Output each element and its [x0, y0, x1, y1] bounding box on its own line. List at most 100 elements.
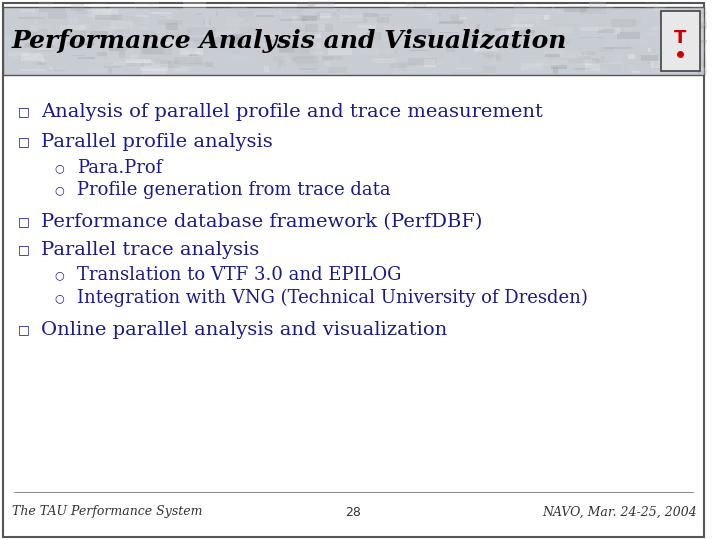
Bar	[188, 45, 199, 51]
Bar	[603, 26, 614, 32]
Bar	[392, 59, 400, 61]
Bar	[376, 28, 391, 31]
Bar	[513, 4, 523, 9]
Bar	[60, 25, 86, 31]
Text: The TAU Performance System: The TAU Performance System	[12, 505, 202, 518]
Bar	[320, 14, 331, 18]
Bar	[174, 12, 193, 18]
Bar	[431, 16, 455, 22]
Bar	[210, 43, 223, 50]
Bar	[158, 20, 183, 25]
Bar	[545, 39, 571, 45]
Bar	[293, 56, 318, 63]
Bar	[290, 53, 315, 60]
Bar	[698, 70, 714, 74]
Text: □: □	[18, 136, 30, 148]
Bar	[551, 45, 553, 49]
Bar	[565, 16, 585, 22]
Bar	[178, 63, 204, 65]
Bar	[90, 31, 108, 37]
Bar	[307, 71, 335, 72]
Bar	[296, 60, 320, 67]
Bar	[462, 6, 490, 9]
Bar	[264, 66, 269, 72]
Text: □: □	[18, 244, 30, 256]
Bar	[406, 2, 427, 7]
Bar	[297, 27, 308, 31]
Bar	[94, 15, 122, 20]
Bar	[694, 39, 699, 44]
Bar	[202, 30, 225, 37]
Bar	[89, 10, 111, 17]
Text: Parallel trace analysis: Parallel trace analysis	[41, 241, 259, 259]
Bar	[161, 16, 174, 17]
Bar	[475, 48, 480, 52]
Bar	[19, 69, 45, 71]
Bar	[180, 48, 203, 55]
Bar	[438, 31, 458, 33]
Bar	[194, 49, 200, 54]
Bar	[297, 2, 315, 9]
Bar	[406, 66, 431, 69]
Bar	[631, 71, 640, 73]
Bar	[646, 3, 658, 8]
Bar	[140, 40, 155, 47]
Bar	[323, 45, 347, 48]
Bar	[323, 22, 326, 24]
Bar	[310, 52, 323, 55]
Bar	[66, 42, 94, 46]
Bar	[232, 55, 255, 62]
Bar	[341, 18, 366, 23]
Bar	[364, 56, 392, 58]
Bar	[212, 57, 224, 58]
Bar	[500, 14, 526, 17]
Bar	[596, 59, 609, 63]
Bar	[186, 58, 194, 65]
Bar	[325, 58, 348, 60]
Bar	[189, 55, 198, 56]
Bar	[385, 19, 400, 23]
Bar	[306, 22, 328, 23]
Bar	[336, 58, 339, 66]
Bar	[138, 63, 164, 68]
Bar	[92, 16, 109, 21]
Bar	[148, 4, 153, 11]
Bar	[163, 69, 189, 72]
Bar	[315, 48, 322, 52]
Bar	[585, 59, 593, 65]
Bar	[127, 63, 152, 66]
Bar	[172, 29, 191, 36]
Bar	[360, 48, 389, 54]
Bar	[606, 46, 631, 49]
Bar	[8, 51, 30, 56]
Bar	[578, 56, 590, 59]
Bar	[276, 37, 305, 39]
Bar	[279, 60, 286, 66]
Bar	[534, 4, 548, 8]
Bar	[234, 40, 251, 44]
Bar	[203, 19, 212, 25]
Bar	[140, 68, 168, 71]
Bar	[290, 57, 312, 64]
Text: ○: ○	[54, 293, 64, 303]
Bar	[104, 13, 109, 15]
Bar	[142, 31, 158, 36]
Bar	[42, 53, 53, 56]
Bar	[625, 43, 636, 48]
Bar	[391, 42, 411, 48]
Bar	[617, 32, 640, 39]
Bar	[358, 25, 376, 28]
Bar	[340, 15, 363, 22]
Bar	[194, 39, 201, 44]
Bar	[567, 55, 585, 58]
Bar	[256, 15, 274, 17]
Bar	[94, 53, 99, 56]
Bar	[589, 1, 606, 8]
Bar	[385, 26, 406, 33]
Bar	[119, 51, 125, 58]
Bar	[584, 49, 588, 56]
Bar	[629, 28, 634, 31]
Bar	[127, 59, 151, 63]
Bar	[228, 26, 248, 31]
Bar	[575, 68, 590, 70]
